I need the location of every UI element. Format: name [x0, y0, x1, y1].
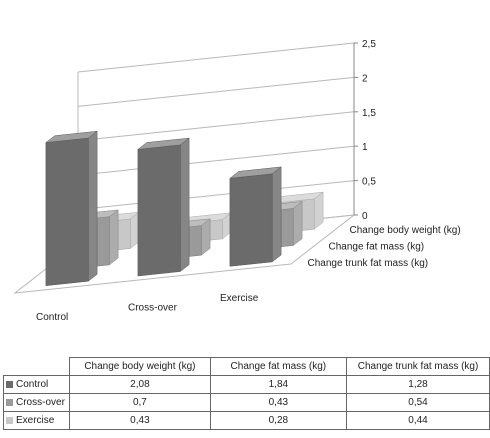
bar-front-face	[45, 137, 89, 286]
table-cell: 1,28	[346, 375, 490, 394]
y-tick-label: 0,5	[362, 177, 376, 188]
y-tick-label: 1,5	[362, 108, 376, 119]
table-cell: 0,7	[69, 393, 211, 412]
legend-swatch	[6, 398, 13, 406]
bars	[45, 130, 324, 286]
gridline	[77, 76, 355, 107]
table-header: Change fat mass (kg)	[209, 357, 348, 376]
axis-labels: 0 0,5 1 1,5 2 2,5 Change body weight (kg) Chang…	[36, 39, 461, 323]
row-label: Control	[2, 375, 71, 394]
table-cell: 0,43	[69, 411, 211, 430]
table-header: Change body weight (kg)	[69, 357, 211, 376]
table-corner	[3, 357, 71, 376]
row-label: Exercise	[2, 411, 71, 430]
y-tick-label: 0	[362, 211, 368, 222]
gridline	[77, 42, 355, 73]
bar-side-face	[88, 130, 98, 282]
gridline	[77, 145, 355, 176]
bar-top-face	[229, 166, 282, 179]
table-cell: 0,44	[346, 411, 490, 430]
bar-side-face	[180, 137, 190, 273]
table-row: Exercise 0,43 0,28 0,44	[2, 411, 490, 430]
x-category-label: Change fat mass (kg)	[329, 242, 425, 253]
bar-top-face	[45, 130, 98, 143]
x-category-label: Change body weight (kg)	[350, 225, 461, 236]
bar-control-0	[45, 130, 98, 286]
table-row: Control 2,08 1,84 1,28	[2, 375, 490, 394]
data-table: Change body weight (kg) Change fat mass …	[2, 357, 490, 430]
table-cell: 0,28	[209, 411, 348, 430]
row-label-text: Exercise	[16, 415, 55, 426]
depth-category-label: Control	[36, 312, 68, 323]
bar-side-face	[109, 209, 119, 266]
table-header: Change trunk fat mass (kg)	[346, 357, 490, 376]
table-row: Cross-over 0,7 0,43 0,54	[2, 393, 490, 412]
y-tick-label: 2	[362, 73, 368, 84]
y-tick-label: 2,5	[362, 39, 376, 50]
legend-swatch	[6, 380, 13, 388]
depth-category-label: Exercise	[220, 293, 259, 304]
row-label-text: Cross-over	[16, 397, 65, 408]
gridline	[77, 111, 355, 142]
bar-front-face	[229, 173, 273, 267]
bar-front-face	[137, 144, 181, 277]
legend-swatch	[6, 416, 13, 424]
bar-top-face	[137, 137, 190, 150]
bar-side-face	[271, 166, 282, 263]
gridline	[77, 180, 355, 211]
bar-side-face	[292, 200, 303, 247]
row-label-text: Control	[16, 379, 49, 390]
y-tick-label: 1	[362, 142, 368, 153]
x-category-label: Change trunk fat mass (kg)	[308, 258, 429, 269]
table-cell: 2,08	[69, 375, 211, 394]
table-cell: 1,84	[209, 375, 348, 394]
chart-3d-bar: 0 0,5 1 1,5 2 2,5 Change body weight (kg) Chang…	[13, 39, 461, 323]
table-header-row: Change body weight (kg) Change fat mass …	[3, 357, 490, 376]
depth-category-label: Cross-over	[128, 303, 178, 314]
table-cell: 0,43	[209, 393, 348, 412]
table-cell: 0,54	[346, 393, 490, 412]
row-label: Cross-over	[2, 393, 71, 412]
bar-control-1	[137, 137, 190, 277]
bar-control-2	[229, 166, 282, 267]
